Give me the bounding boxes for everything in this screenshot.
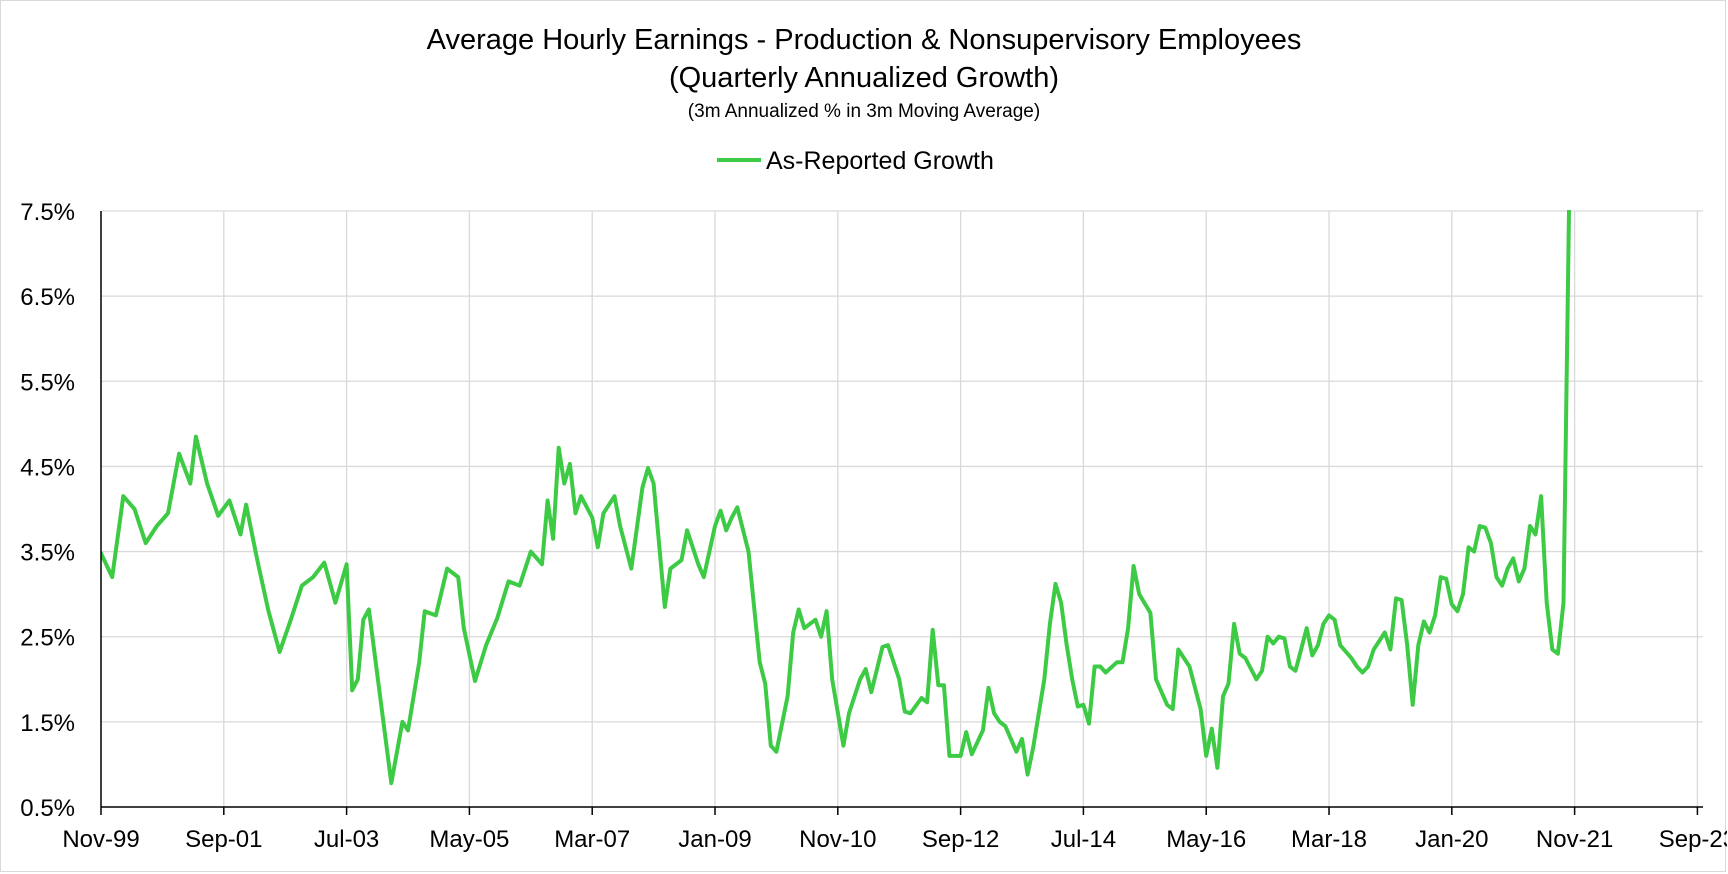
y-tick-label: 2.5%	[20, 625, 75, 652]
x-tick-label: May-05	[429, 826, 509, 853]
x-tick-label: Mar-07	[554, 826, 630, 853]
x-tick-label: May-16	[1166, 826, 1246, 853]
x-tick-label: Jul-03	[314, 826, 379, 853]
chart-note: (3m Annualized % in 3m Moving Average)	[688, 101, 1040, 122]
gridlines	[101, 210, 1703, 807]
x-tick-label: Nov-10	[799, 826, 876, 853]
x-tick-label: Nov-99	[62, 826, 139, 853]
y-tick-label: 5.5%	[20, 369, 75, 396]
plot-area	[101, 210, 1571, 786]
x-tick-label: Sep-01	[185, 826, 262, 853]
x-tick-label: Jan-20	[1415, 826, 1488, 853]
x-tick-label: Nov-21	[1536, 826, 1613, 853]
chart-subtitle: (Quarterly Annualized Growth)	[669, 62, 1059, 94]
series-line-as-reported-growth	[101, 210, 1571, 786]
x-tick-label: Jul-14	[1051, 826, 1116, 853]
y-tick-label: 6.5%	[20, 284, 75, 311]
y-tick-label: 7.5%	[20, 199, 75, 226]
chart-title: Average Hourly Earnings - Production & N…	[427, 24, 1302, 56]
x-tick-label: Sep-12	[922, 826, 999, 853]
x-tick-label: Sep-23	[1659, 826, 1727, 853]
y-tick-label: 4.5%	[20, 454, 75, 481]
y-tick-label: 1.5%	[20, 710, 75, 737]
legend-label: As-Reported Growth	[766, 147, 994, 175]
x-tick-label: Jan-09	[678, 826, 751, 853]
y-tick-label: 0.5%	[20, 795, 75, 822]
axes: 0.5% 1.5% 2.5% 3.5% 4.5% 5.5% 6.5% 7.5% Nov-99 Se…	[20, 199, 1727, 853]
legend: As-Reported Growth	[717, 147, 994, 175]
y-tick-label: 3.5%	[20, 540, 75, 567]
x-tick-label: Mar-18	[1291, 826, 1367, 853]
